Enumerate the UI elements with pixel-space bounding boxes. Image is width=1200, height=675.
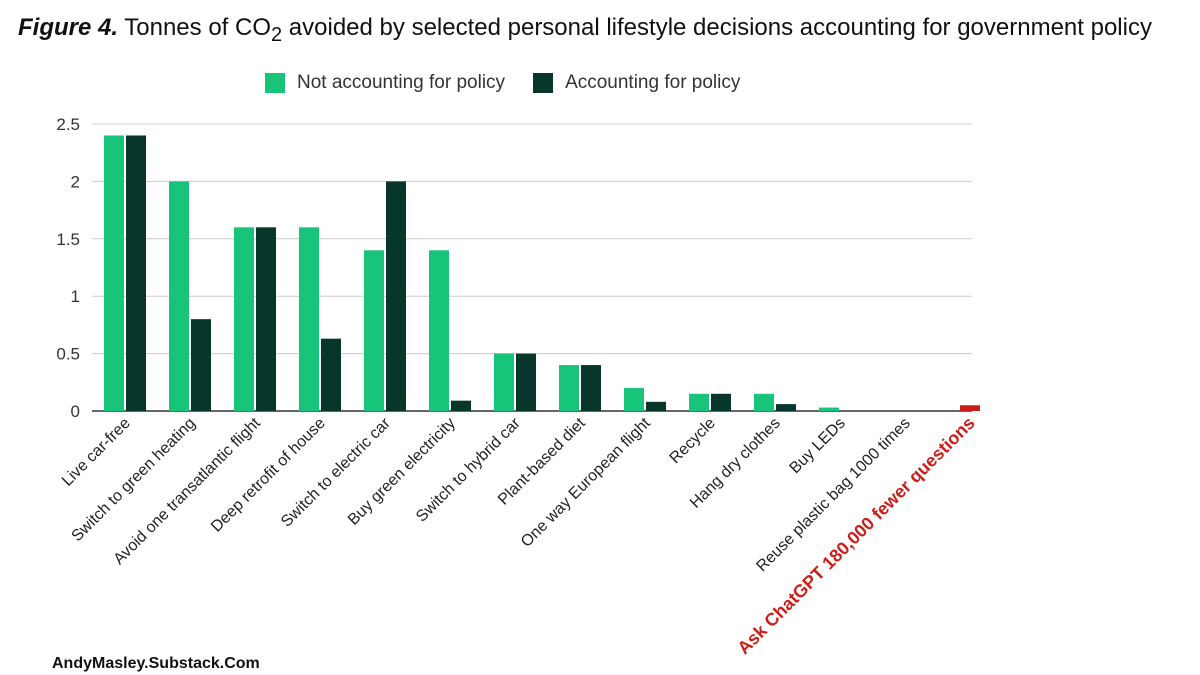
bar-not-accounting-13	[960, 405, 980, 411]
x-tick-label-9: Recycle	[667, 415, 719, 467]
legend-swatch-not-accounting	[265, 73, 285, 93]
bar-not-accounting-0	[104, 135, 124, 412]
y-tick-label: 1.5	[56, 230, 80, 249]
y-tick-label: 1	[71, 287, 80, 306]
legend-label-not-accounting: Not accounting for policy	[297, 72, 506, 93]
bar-accounting-5	[451, 400, 471, 411]
bar-not-accounting-1	[169, 181, 189, 411]
legend-swatch-accounting	[533, 73, 554, 93]
bar-not-accounting-11	[819, 407, 839, 411]
chart-legend: Not accounting for policy Accounting for…	[265, 72, 768, 94]
bar-not-accounting-4	[364, 250, 384, 411]
x-tick-label-1: Switch to green heating	[69, 415, 199, 545]
y-tick-label: 2.5	[56, 115, 80, 134]
title-subscript: 2	[271, 23, 283, 46]
bar-accounting-7	[581, 365, 601, 411]
legend-label-accounting: Accounting for policy	[565, 72, 741, 93]
x-tick-label-4: Switch to electric car	[278, 414, 394, 530]
bar-accounting-10	[776, 404, 796, 411]
bar-accounting-8	[646, 401, 666, 411]
title-text-before: Tonnes of CO	[124, 14, 272, 41]
y-tick-label: 0	[71, 402, 80, 421]
bar-accounting-0	[126, 135, 146, 412]
bar-not-accounting-10	[754, 393, 774, 411]
x-tick-label-13: Ask ChatGPT 180,000 fewer questions	[733, 413, 978, 658]
figure-label: Figure 4.	[18, 14, 119, 41]
bar-not-accounting-2	[234, 227, 254, 411]
x-tick-label-3: Deep retrofit of house	[208, 415, 329, 536]
bar-accounting-4	[386, 181, 406, 411]
bar-not-accounting-8	[624, 388, 644, 411]
x-tick-label-8: One way European flight	[518, 414, 654, 550]
x-tick-label-11: Buy LEDs	[787, 415, 849, 477]
bar-accounting-1	[191, 319, 211, 411]
bar-not-accounting-5	[429, 250, 449, 411]
y-tick-label: 0.5	[56, 345, 80, 364]
bar-accounting-9	[711, 393, 731, 411]
bar-not-accounting-7	[559, 365, 579, 411]
bar-accounting-2	[256, 227, 276, 411]
figure-title: Figure 4. Tonnes of CO2 avoided by selec…	[18, 14, 1152, 47]
credit-text: AndyMasley.Substack.Com	[52, 655, 260, 672]
y-tick-label: 2	[71, 172, 80, 191]
bar-not-accounting-6	[494, 353, 514, 411]
bar-accounting-6	[516, 353, 536, 411]
title-text-after: avoided by selected personal lifestyle d…	[282, 14, 1152, 41]
bar-not-accounting-3	[299, 227, 319, 411]
legend-item-accounting: Accounting for policy	[533, 72, 740, 94]
bar-not-accounting-9	[689, 393, 709, 411]
x-tick-label-5: Buy green electricity	[345, 415, 459, 529]
legend-item-not-accounting: Not accounting for policy	[265, 72, 505, 94]
bar-accounting-3	[321, 338, 341, 411]
